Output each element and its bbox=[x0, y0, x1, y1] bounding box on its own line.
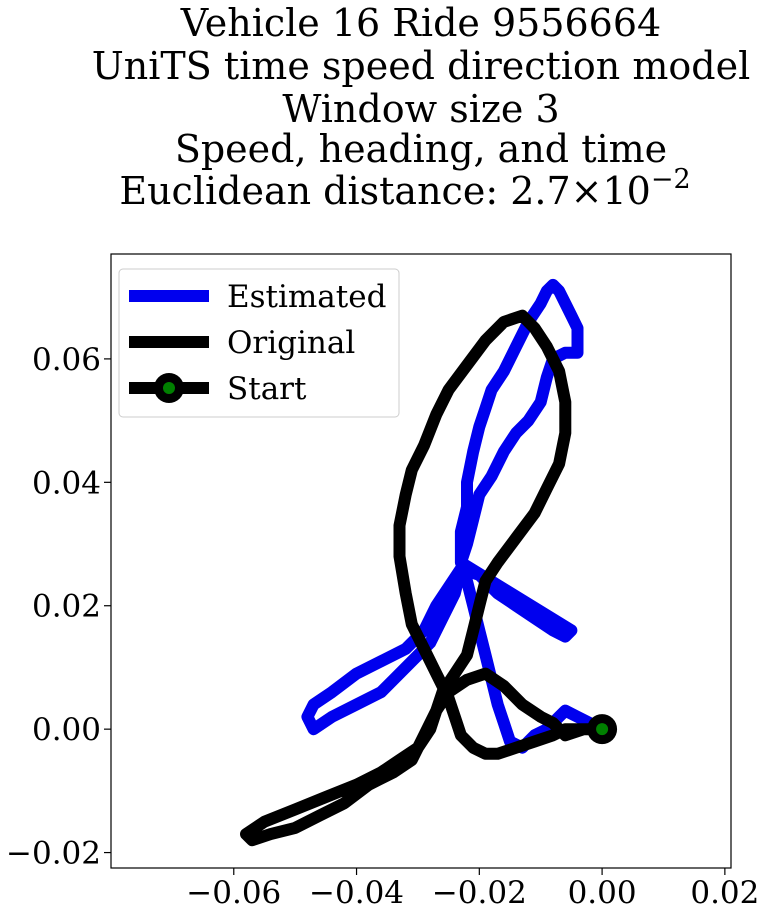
x-tick-label: 0.00 bbox=[568, 875, 637, 911]
legend-label-start: Start bbox=[227, 371, 307, 407]
y-axis: −0.02 0.00 0.02 0.04 0.06 bbox=[6, 342, 111, 872]
legend: Estimated Original Start bbox=[118, 268, 400, 418]
y-tick-label: −0.02 bbox=[6, 836, 101, 872]
title-text: Euclidean distance: 2.7×10 bbox=[119, 169, 650, 213]
title-exponent: −2 bbox=[651, 164, 691, 195]
legend-box bbox=[118, 268, 400, 418]
y-tick-label: 0.06 bbox=[32, 342, 101, 378]
series-layer bbox=[240, 278, 609, 847]
legend-label-estimated: Estimated bbox=[227, 279, 386, 315]
series-original bbox=[240, 309, 609, 847]
title-line: Vehicle 16 Ride 9556664 bbox=[180, 1, 661, 45]
legend-label-original: Original bbox=[227, 325, 355, 361]
y-tick-label: 0.04 bbox=[32, 465, 101, 501]
x-tick-label: −0.02 bbox=[432, 875, 527, 911]
title-line: UniTS time speed direction model bbox=[92, 44, 751, 88]
title-line: Speed, heading, and time bbox=[175, 127, 667, 171]
start-marker-dot bbox=[596, 723, 609, 736]
axes-frame bbox=[110, 253, 732, 869]
title-line: Window size 3 bbox=[282, 87, 559, 131]
x-tick-label: −0.04 bbox=[309, 875, 404, 911]
title-line: Euclidean distance: 2.7×10−2 bbox=[119, 164, 690, 213]
y-tick-label: 0.00 bbox=[32, 712, 101, 748]
x-tick-label: 0.02 bbox=[690, 875, 759, 911]
x-axis: −0.06 −0.04 −0.02 0.00 0.02 bbox=[186, 868, 759, 911]
start-marker-layer bbox=[587, 714, 618, 745]
legend-marker-dot bbox=[163, 382, 175, 394]
x-tick-label: −0.06 bbox=[186, 875, 281, 911]
plot-area bbox=[110, 253, 732, 869]
y-tick-label: 0.02 bbox=[32, 589, 101, 625]
